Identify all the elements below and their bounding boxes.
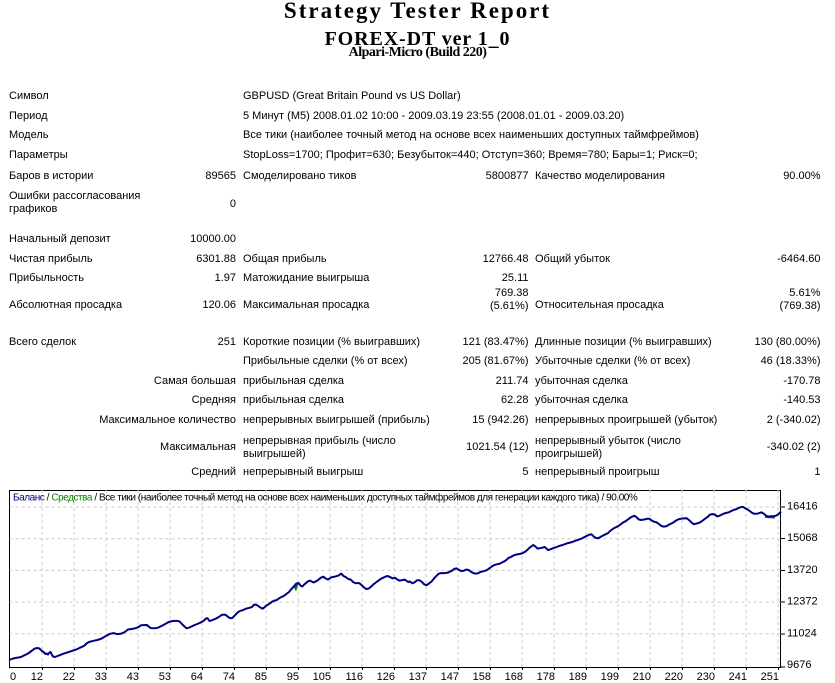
- svg-text:241: 241: [729, 671, 747, 683]
- svg-text:189: 189: [569, 671, 587, 683]
- svg-text:22: 22: [63, 671, 75, 683]
- svg-text:126: 126: [377, 671, 395, 683]
- svg-text:16416: 16416: [787, 501, 818, 513]
- svg-text:168: 168: [505, 671, 523, 683]
- svg-text:158: 158: [473, 671, 491, 683]
- svg-text:147: 147: [441, 671, 459, 683]
- svg-text:137: 137: [409, 671, 427, 683]
- svg-text:53: 53: [159, 671, 171, 683]
- svg-text:199: 199: [601, 671, 619, 683]
- svg-text:33: 33: [95, 671, 107, 683]
- svg-text:12: 12: [31, 671, 43, 683]
- svg-text:105: 105: [313, 671, 331, 683]
- svg-text:95: 95: [287, 671, 299, 683]
- svg-text:43: 43: [127, 671, 139, 683]
- svg-text:0: 0: [10, 671, 16, 683]
- svg-text:178: 178: [537, 671, 555, 683]
- svg-text:251: 251: [761, 671, 779, 683]
- svg-text:116: 116: [345, 671, 363, 683]
- svg-text:12372: 12372: [787, 596, 818, 608]
- svg-text:9676: 9676: [787, 659, 811, 671]
- svg-text:210: 210: [633, 671, 651, 683]
- svg-text:15068: 15068: [787, 532, 818, 544]
- svg-text:13720: 13720: [787, 564, 818, 576]
- svg-text:85: 85: [255, 671, 267, 683]
- svg-text:230: 230: [697, 671, 715, 683]
- svg-text:64: 64: [191, 671, 203, 683]
- svg-text:11024: 11024: [787, 627, 817, 639]
- svg-text:220: 220: [665, 671, 683, 683]
- svg-text:Баланс / Средства / Все тики (: Баланс / Средства / Все тики (наиболее т…: [13, 492, 638, 504]
- svg-text:74: 74: [223, 671, 235, 683]
